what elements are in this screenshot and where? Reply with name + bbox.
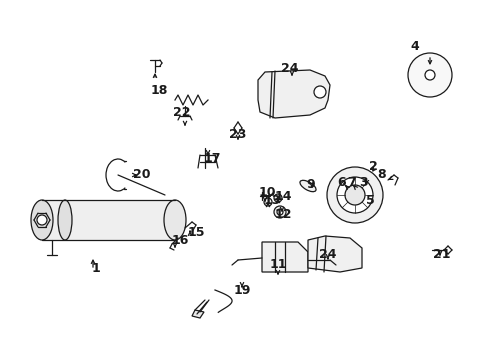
Circle shape bbox=[345, 185, 364, 205]
Text: 18: 18 bbox=[150, 84, 167, 96]
Text: 16: 16 bbox=[171, 234, 188, 247]
Text: 22: 22 bbox=[173, 107, 190, 120]
Circle shape bbox=[264, 198, 271, 206]
Text: 12: 12 bbox=[274, 207, 291, 220]
Text: 7: 7 bbox=[346, 176, 355, 189]
Polygon shape bbox=[307, 236, 361, 272]
Text: 2: 2 bbox=[368, 161, 377, 174]
Text: 10: 10 bbox=[258, 186, 275, 199]
Circle shape bbox=[273, 206, 285, 218]
Polygon shape bbox=[262, 242, 307, 272]
Text: 17: 17 bbox=[203, 153, 220, 166]
Circle shape bbox=[313, 86, 325, 98]
Text: 5: 5 bbox=[365, 194, 374, 207]
Ellipse shape bbox=[299, 180, 315, 192]
Ellipse shape bbox=[31, 200, 53, 240]
Text: 6: 6 bbox=[337, 176, 346, 189]
Text: 24: 24 bbox=[319, 248, 336, 261]
Text: 8: 8 bbox=[377, 168, 386, 181]
Text: 3: 3 bbox=[358, 176, 366, 189]
Polygon shape bbox=[258, 70, 329, 118]
Text: 11: 11 bbox=[269, 258, 286, 271]
Circle shape bbox=[326, 167, 382, 223]
Text: 13: 13 bbox=[263, 194, 280, 207]
Circle shape bbox=[424, 70, 434, 80]
Text: 4: 4 bbox=[410, 40, 419, 54]
Text: 1: 1 bbox=[91, 261, 100, 274]
Text: 23: 23 bbox=[229, 129, 246, 141]
Bar bbox=[42, 200, 175, 240]
Ellipse shape bbox=[163, 200, 185, 240]
Text: 21: 21 bbox=[432, 248, 450, 261]
Circle shape bbox=[407, 53, 451, 97]
Circle shape bbox=[336, 177, 372, 213]
Circle shape bbox=[37, 215, 47, 225]
Circle shape bbox=[273, 194, 282, 202]
Ellipse shape bbox=[58, 200, 72, 240]
Polygon shape bbox=[192, 310, 203, 318]
Text: 19: 19 bbox=[233, 284, 250, 297]
Text: 14: 14 bbox=[274, 189, 291, 202]
Text: 20: 20 bbox=[133, 168, 150, 181]
Circle shape bbox=[276, 209, 283, 215]
Text: 15: 15 bbox=[187, 226, 204, 239]
Text: 9: 9 bbox=[306, 179, 315, 192]
Text: 24: 24 bbox=[281, 62, 298, 75]
